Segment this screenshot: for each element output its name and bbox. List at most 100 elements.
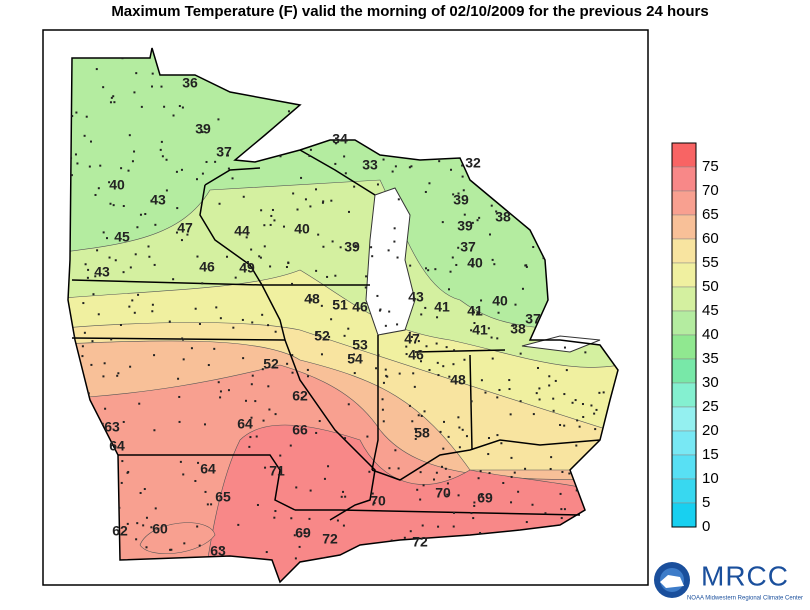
station-dot — [461, 164, 464, 167]
station-dot — [368, 470, 371, 473]
station-dot — [263, 245, 266, 248]
station-dot — [420, 313, 423, 316]
station-dot — [203, 423, 206, 426]
station-dot — [448, 475, 451, 478]
station-dot — [190, 347, 193, 350]
station-dot — [420, 360, 423, 363]
station-dot — [143, 488, 146, 491]
station-dot — [254, 400, 257, 403]
station-dot — [371, 255, 374, 258]
station-dot — [461, 428, 464, 431]
station-dot — [219, 317, 222, 320]
station-dot — [413, 385, 416, 388]
station-dot — [172, 278, 175, 281]
station-label: 44 — [234, 223, 250, 239]
station-dot — [151, 72, 154, 75]
legend-swatch — [671, 406, 697, 432]
station-label: 47 — [404, 331, 420, 347]
station-dot — [242, 357, 245, 360]
station-dot — [373, 502, 376, 505]
station-dot — [259, 256, 262, 259]
station-dot — [491, 357, 494, 360]
station-dot — [134, 253, 137, 256]
station-dot — [445, 346, 448, 349]
station-label: 40 — [109, 177, 125, 193]
station-dot — [390, 539, 393, 542]
station-dot — [165, 158, 168, 161]
legend-swatch — [671, 166, 697, 192]
station-dot — [138, 402, 141, 405]
station-dot — [153, 354, 156, 357]
station-dot — [552, 397, 555, 400]
station-dot — [251, 374, 254, 377]
station-dot — [154, 223, 157, 226]
station-dot — [133, 311, 136, 314]
station-dot — [112, 95, 115, 98]
station-dot — [150, 526, 153, 529]
station-dot — [457, 494, 460, 497]
station-dot — [496, 396, 499, 399]
logo-subtitle: NOAA Midwestern Regional Climate Center — [687, 596, 803, 602]
legend-swatch — [671, 502, 697, 528]
station-dot — [91, 340, 94, 343]
station-dot — [317, 233, 320, 236]
station-label: 69 — [477, 490, 493, 506]
station-dot — [250, 416, 253, 419]
station-dot — [326, 275, 329, 278]
station-dot — [377, 354, 380, 357]
station-dot — [136, 226, 139, 229]
station-dot — [120, 167, 123, 170]
station-dot — [436, 361, 439, 364]
station-dot — [422, 484, 425, 487]
station-dot — [411, 420, 414, 423]
station-dot — [602, 391, 605, 394]
station-dot — [102, 231, 105, 234]
station-dot — [194, 307, 197, 310]
station-dot — [201, 172, 204, 175]
station-dot — [70, 174, 73, 177]
station-dot — [95, 68, 98, 71]
station-dot — [479, 531, 482, 534]
legend-label: 70 — [702, 182, 719, 199]
station-dot — [385, 374, 388, 377]
station-dot — [287, 110, 290, 113]
station-dot — [219, 396, 222, 399]
station-label: 64 — [200, 461, 216, 477]
station-dot — [207, 364, 210, 367]
station-dot — [170, 548, 173, 551]
station-dot — [508, 379, 511, 382]
station-dot — [279, 155, 282, 158]
legend-label: 40 — [702, 326, 719, 343]
station-dot — [525, 264, 528, 267]
legend-label: 15 — [702, 446, 719, 463]
station-dot — [582, 415, 585, 418]
station-dot — [548, 384, 551, 387]
station-dot — [251, 321, 254, 324]
legend-swatch — [671, 190, 697, 216]
station-dot — [461, 175, 464, 178]
station-dot — [473, 322, 476, 325]
station-dot — [419, 498, 422, 501]
station-dot — [267, 324, 270, 327]
station-dot — [133, 150, 136, 153]
station-dot — [378, 309, 381, 312]
station-dot — [423, 410, 426, 413]
station-label: 64 — [237, 416, 253, 432]
station-dot — [457, 192, 460, 195]
station-dot — [403, 536, 406, 539]
station-dot — [424, 190, 427, 193]
station-dot — [343, 334, 346, 337]
station-dot — [560, 508, 563, 511]
station-dot — [129, 365, 132, 368]
station-dot — [135, 538, 138, 541]
station-dot — [412, 372, 415, 375]
station-dot — [354, 244, 357, 247]
station-label: 41 — [434, 299, 450, 315]
station-dot — [117, 372, 120, 375]
station-dot — [194, 479, 197, 482]
station-label: 52 — [314, 328, 330, 344]
logo: MRCC NOAA Midwestern Regional Climate Ce… — [654, 560, 803, 602]
station-dot — [87, 268, 90, 271]
